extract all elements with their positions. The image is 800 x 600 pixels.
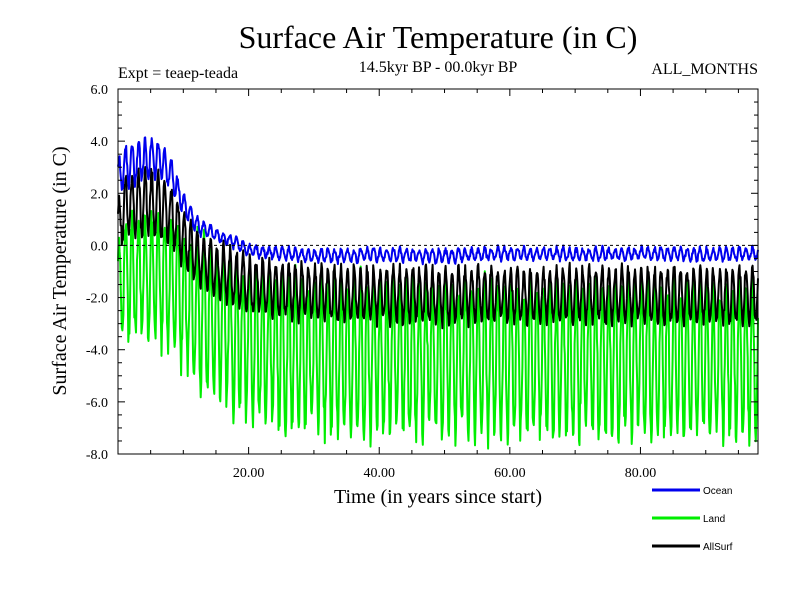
series-line-ocean (117, 136, 759, 266)
series-layer (117, 136, 759, 450)
y-axis-label: Surface Air Temperature (in C) (49, 146, 71, 395)
series-line-land (117, 209, 759, 450)
legend-label-ocean: Ocean (703, 486, 732, 497)
y-tick-label: 0.0 (91, 239, 109, 254)
chart-title: Surface Air Temperature (in C) (239, 19, 638, 55)
y-tick-label: -6.0 (86, 396, 108, 411)
y-tick-label: -8.0 (86, 448, 108, 463)
experiment-label: Expt = teaep-teada (118, 65, 238, 82)
series-line-allsurf (117, 166, 759, 330)
y-tick-label: 6.0 (91, 83, 109, 98)
y-tick-label: -2.0 (86, 292, 108, 307)
x-tick-label: 20.00 (233, 466, 265, 481)
x-tick-label: 80.00 (625, 466, 657, 481)
x-axis-label: Time (in years since start) (334, 486, 542, 508)
plot-frame (117, 88, 759, 455)
y-tick-label: 2.0 (91, 187, 109, 202)
season-label: ALL_MONTHS (651, 61, 758, 78)
axis-layer: -8.0 -6.0 -4.0 -2.0 0.0 2.0 4.0 6.0 20.00 40.00 60… (86, 83, 758, 481)
x-tick-label: 40.00 (363, 466, 395, 481)
x-tick-label: 60.00 (494, 466, 526, 481)
y-tick-label: 4.0 (91, 135, 109, 150)
y-tick-label: -4.0 (86, 344, 108, 359)
legend-label-allsurf: AllSurf (703, 542, 733, 553)
chart-subtitle: 14.5kyr BP - 00.0kyr BP (359, 59, 518, 76)
legend: Ocean Land AllSurf (652, 486, 733, 553)
legend-label-land: Land (703, 514, 725, 525)
